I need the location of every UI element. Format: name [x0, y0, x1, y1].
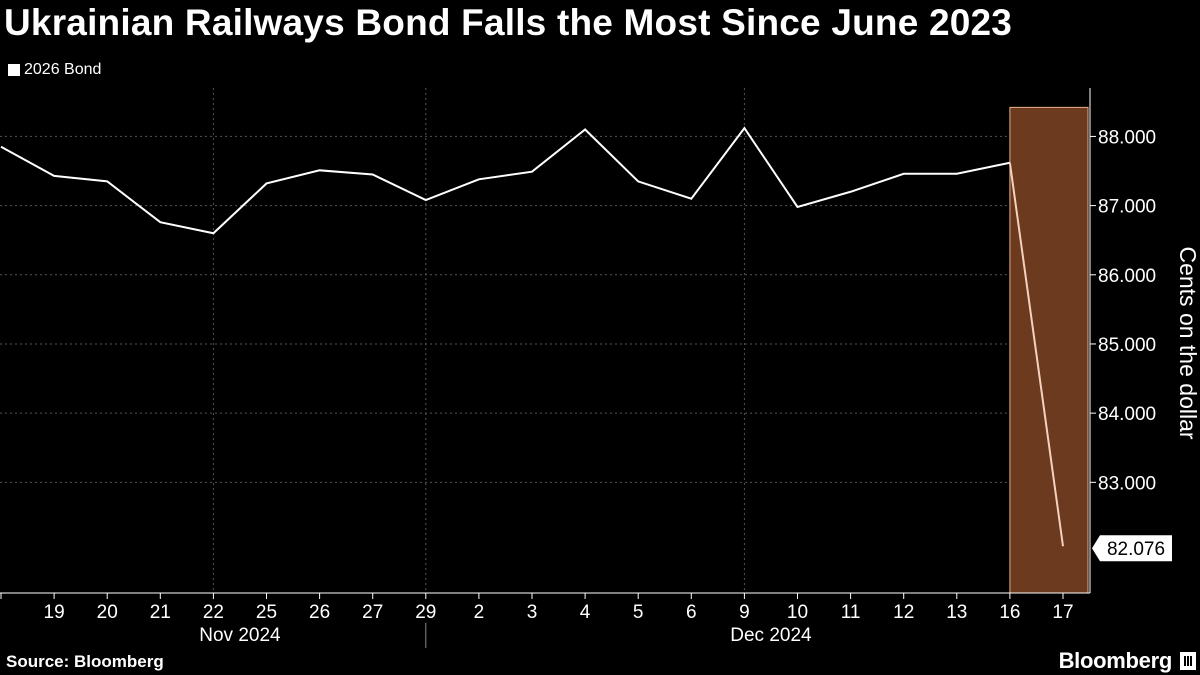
brand-logo: Bloomberg [1059, 648, 1196, 674]
x-tick-label: 11 [841, 602, 861, 623]
y-tick-label: 86.000 [1098, 266, 1156, 287]
series-line-highlight [1008, 162, 1064, 547]
month-label: Dec 2024 [730, 625, 812, 646]
y-axis-label: Cents on the dollar [1175, 246, 1200, 439]
y-tick-label: 88.000 [1098, 127, 1156, 148]
x-tick-label: 16 [999, 602, 1020, 623]
legend-swatch [8, 64, 20, 76]
x-tick-label: 2 [474, 602, 485, 623]
x-tick-label: 25 [256, 602, 277, 623]
x-tick-label: 3 [527, 602, 538, 623]
brand-name: Bloomberg [1058, 648, 1173, 673]
x-tick-label: 13 [946, 602, 967, 623]
last-value-label: 82.076 [1107, 539, 1165, 560]
x-tick-label: 22 [203, 602, 224, 623]
y-tick-label: 84.000 [1098, 404, 1156, 425]
x-tick-label: 20 [97, 602, 118, 623]
x-tick-label: 10 [787, 602, 808, 623]
bloomberg-icon [1180, 652, 1196, 670]
month-label: Nov 2024 [199, 625, 281, 646]
x-tick-label: 9 [739, 602, 750, 623]
x-tick-label: 12 [893, 602, 914, 623]
highlight-band [1009, 106, 1089, 594]
grid [0, 88, 1090, 593]
x-tick-label: 19 [44, 602, 65, 623]
chart-title: Ukrainian Railways Bond Falls the Most S… [4, 2, 1013, 43]
x-tick-label: 21 [150, 602, 171, 623]
legend-label: 2026 Bond [24, 61, 102, 78]
axes: 88.000 87.000 86.000 85.000 84.000 83.000 19 20… [0, 88, 1172, 648]
x-tick-label: 29 [415, 602, 436, 623]
y-tick-label: 87.000 [1098, 197, 1156, 218]
source-note: Source: Bloomberg [6, 652, 164, 671]
x-tick-label: 6 [686, 602, 697, 623]
x-tick-label: 27 [362, 602, 383, 623]
x-tick-label: 17 [1052, 602, 1073, 623]
x-tick-label: 4 [580, 602, 591, 623]
series-line [0, 126, 1011, 235]
series-2026-bond [0, 126, 1064, 547]
last-value-callout [1092, 535, 1172, 562]
y-tick-label: 83.000 [1098, 473, 1156, 494]
y-tick-label: 85.000 [1098, 335, 1156, 356]
x-tick-label: 26 [309, 602, 330, 623]
legend: 2026 Bond [8, 61, 101, 79]
x-tick-label: 5 [633, 602, 644, 623]
